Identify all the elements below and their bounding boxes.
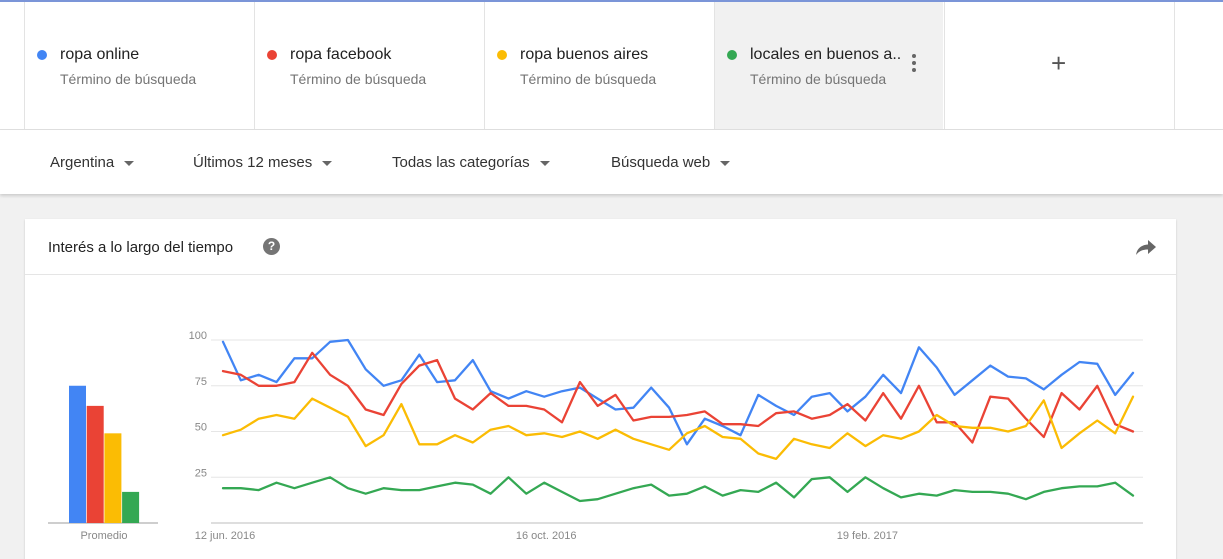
term-card-1[interactable]: ropa online Término de búsqueda [24,2,253,129]
region-dropdown[interactable]: Argentina [50,154,135,171]
x-tick-label: 16 oct. 2016 [516,530,577,542]
search-terms-bar: ropa online Término de búsqueda ropa fac… [0,2,1223,130]
caret-down-icon [539,160,550,166]
term-name: locales en buenos a.. [750,46,902,63]
top-accent-line [0,0,1223,2]
series-color-dot [37,50,47,60]
period-dropdown[interactable]: Últimos 12 meses [193,154,333,171]
search-type-label: Búsqueda web [611,154,711,171]
period-label: Últimos 12 meses [193,154,313,171]
x-tick-label: 19 feb. 2017 [837,530,898,542]
card-title: Interés a lo largo del tiempo [48,239,234,256]
term-type: Término de búsqueda [60,71,197,87]
term-type: Término de búsqueda [520,71,657,87]
average-bar-1 [69,385,86,523]
search-type-dropdown[interactable]: Búsqueda web [611,154,731,171]
share-icon[interactable] [1135,237,1157,257]
y-tick-label: 75 [195,376,207,388]
series-line-1 [221,338,1135,446]
average-bar-4 [122,491,140,523]
region-label: Argentina [50,154,115,171]
term-type: Término de búsqueda [290,71,427,87]
y-tick-label: 50 [195,422,207,434]
average-bar-2 [86,405,104,523]
x-tick-label: 12 jun. 2016 [195,530,256,542]
caret-down-icon [124,160,135,166]
series-color-dot [497,50,507,60]
term-name: ropa buenos aires [520,46,649,63]
add-term-button[interactable]: + [944,2,1175,129]
interest-line-chart: 25 50 75 100 12 jun. 2016 16 oct. 2016 19 feb.… [48,330,1143,542]
category-dropdown[interactable]: Todas las categorías [392,154,550,171]
plus-icon: + [1051,48,1067,78]
series-color-dot [727,50,737,60]
term-name: ropa online [60,46,140,63]
term-card-3[interactable]: ropa buenos aires Término de búsqueda [484,2,713,129]
averages-label: Promedio [80,530,127,542]
series-color-dot [267,50,277,60]
term-card-4[interactable]: locales en buenos a.. Término de búsqued… [714,2,943,129]
caret-down-icon [322,160,333,166]
series-line-3 [221,395,1135,461]
more-vert-icon[interactable] [912,54,916,72]
term-name: ropa facebook [290,46,392,63]
filters-bar: Argentina Últimos 12 meses Todas las cat… [0,130,1223,194]
term-type: Término de búsqueda [750,71,887,87]
category-label: Todas las categorías [392,154,530,171]
y-tick-label: 100 [189,330,207,342]
term-card-2[interactable]: ropa facebook Término de búsqueda [254,2,483,129]
average-bar-3 [104,433,122,523]
help-icon[interactable]: ? [263,238,280,255]
caret-down-icon [720,160,731,166]
series-line-4 [221,476,1135,503]
y-tick-label: 25 [195,467,207,479]
series-line-2 [221,351,1135,444]
interest-over-time-card: Interés a lo largo del tiempo ? 25 50 75 10… [25,219,1176,559]
card-header: Interés a lo largo del tiempo ? [25,219,1176,275]
